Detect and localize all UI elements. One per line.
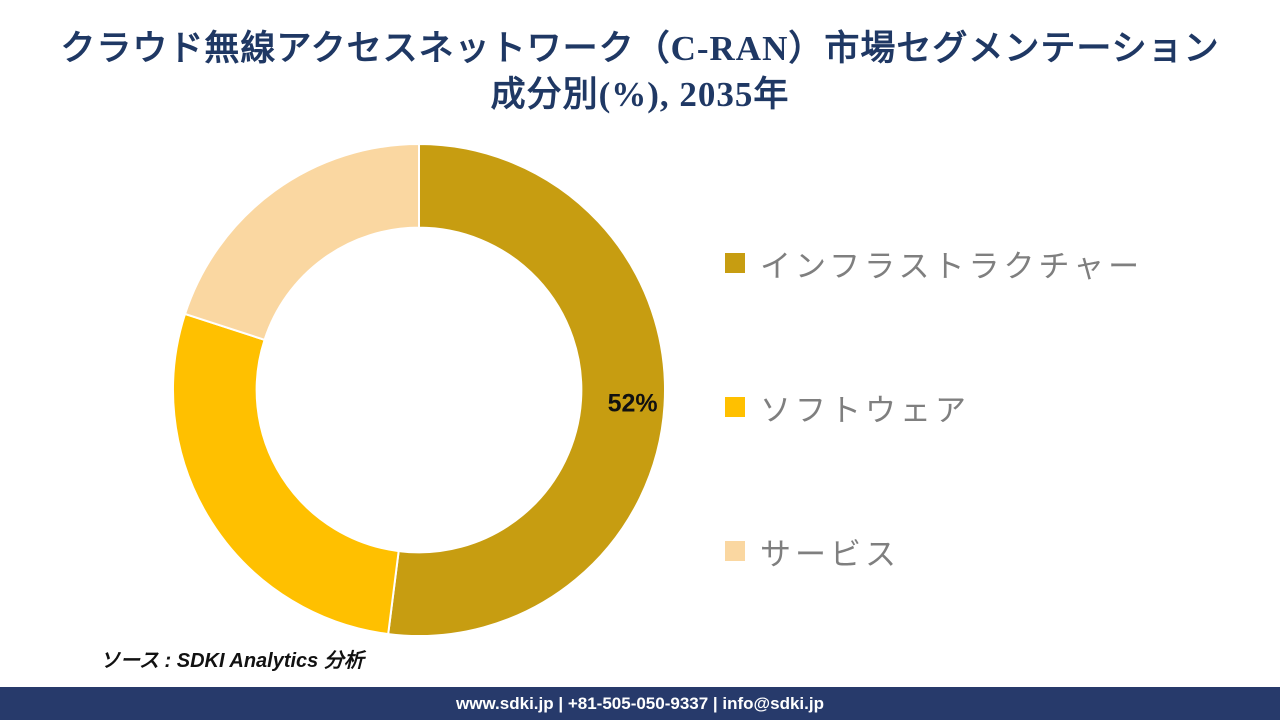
legend-swatch-icon [725, 397, 745, 417]
donut-slice-1 [173, 312, 400, 636]
legend-label: サービス [760, 536, 900, 572]
chart-title: クラウド無線アクセスネットワーク（C-RAN）市場セグメンテーション 成分別(%… [0, 26, 1280, 118]
chart-title-line1: クラウド無線アクセスネットワーク（C-RAN）市場セグメンテーション [60, 29, 1220, 68]
donut-slice-2 [183, 144, 420, 342]
source-note: ソース : SDKI Analytics 分析 [100, 650, 364, 672]
footer-contact: www.sdki.jp | +81-505-050-9337 | info@sd… [456, 693, 824, 713]
donut-chart-area: 52% [173, 144, 665, 636]
chart-title-line2: 成分別(%), 2035年 [490, 75, 790, 114]
legend-swatch-icon [725, 541, 745, 561]
legend-item-2: サービス [725, 529, 1143, 573]
donut-chart: 52% [173, 144, 665, 636]
slice-data-label: 52% [608, 389, 658, 417]
legend-label: ソフトウェア [760, 392, 970, 428]
footer-bar: www.sdki.jp | +81-505-050-9337 | info@sd… [0, 687, 1280, 720]
legend: インフラストラクチャー ソフトウェア サービス [725, 241, 1143, 573]
legend-item-1: ソフトウェア [725, 385, 1143, 429]
legend-label: インフラストラクチャー [760, 248, 1144, 284]
legend-swatch-icon [725, 253, 745, 273]
donut-slice-0 [387, 144, 665, 636]
legend-item-0: インフラストラクチャー [725, 241, 1143, 285]
